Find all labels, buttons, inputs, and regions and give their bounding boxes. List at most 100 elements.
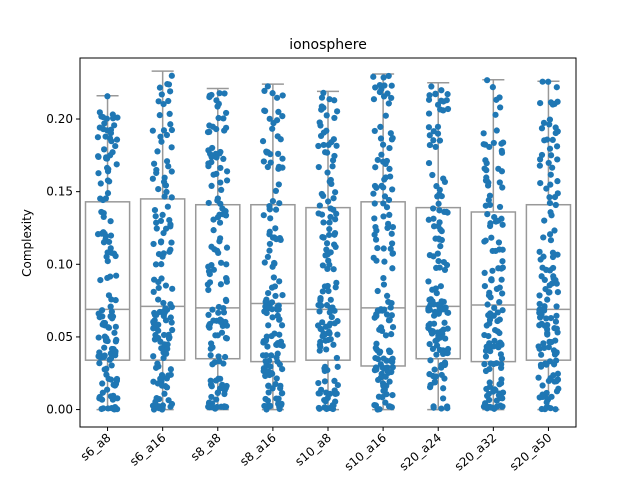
data-point	[382, 373, 389, 380]
data-point	[161, 390, 168, 397]
data-point	[545, 377, 552, 385]
data-point	[487, 220, 494, 227]
data-point	[267, 363, 274, 370]
data-point	[434, 329, 441, 336]
data-point	[498, 355, 506, 362]
data-point	[314, 322, 322, 329]
data-point	[276, 316, 283, 323]
data-point	[160, 127, 168, 134]
data-point	[551, 227, 558, 234]
data-point	[279, 366, 286, 373]
data-point	[100, 319, 107, 327]
data-point	[431, 378, 438, 385]
data-point	[484, 77, 491, 84]
data-point	[259, 352, 267, 359]
data-point	[323, 240, 331, 247]
data-point	[158, 261, 165, 268]
data-point	[261, 87, 268, 94]
data-point	[370, 96, 378, 103]
data-point	[373, 366, 380, 373]
data-point	[546, 194, 553, 201]
data-point	[549, 249, 557, 256]
data-point	[167, 88, 174, 95]
data-point	[316, 308, 323, 315]
x-axis: s6_a8 s6_a16 s8_a8 s8_a16 s10_a8 s10_a16 s20_a…	[78, 427, 554, 474]
data-point	[327, 336, 334, 343]
data-point	[536, 156, 544, 163]
data-point	[495, 265, 502, 272]
data-point	[496, 284, 503, 291]
data-point	[263, 148, 270, 155]
data-point	[330, 136, 337, 143]
data-point	[378, 86, 385, 93]
data-point	[104, 190, 112, 197]
data-point	[159, 308, 166, 316]
data-point	[488, 404, 495, 411]
data-point	[160, 331, 168, 339]
data-point	[372, 223, 379, 231]
data-point	[494, 309, 501, 316]
data-point	[333, 142, 340, 149]
data-point	[430, 403, 437, 410]
data-point	[107, 245, 114, 252]
data-point	[207, 377, 214, 384]
data-point	[261, 107, 268, 114]
data-point	[213, 170, 220, 177]
data-point	[215, 100, 222, 107]
data-point	[498, 376, 505, 383]
data-point	[388, 312, 395, 319]
data-point	[260, 158, 267, 165]
data-point	[279, 155, 286, 162]
data-point	[371, 215, 378, 222]
data-point	[275, 163, 283, 170]
data-point	[485, 333, 492, 340]
data-point	[482, 157, 489, 164]
data-point	[382, 332, 390, 339]
data-point	[167, 366, 174, 373]
data-point	[269, 198, 276, 205]
data-point	[158, 382, 166, 389]
data-point	[372, 354, 379, 362]
data-point	[425, 110, 433, 117]
data-point	[166, 248, 173, 255]
data-point	[260, 367, 267, 375]
data-point	[438, 405, 445, 412]
data-point	[440, 98, 447, 105]
data-point	[168, 303, 176, 311]
data-point	[223, 109, 230, 117]
data-point	[438, 193, 445, 200]
data-point	[549, 264, 557, 272]
y-tick-label: 0.20	[46, 112, 73, 126]
data-point	[541, 217, 548, 224]
data-point	[389, 186, 396, 193]
data-point	[153, 169, 160, 177]
data-point	[548, 338, 555, 346]
data-point	[221, 390, 228, 398]
data-point	[220, 360, 227, 367]
data-point	[269, 125, 276, 132]
data-point	[334, 318, 341, 325]
data-point	[265, 289, 272, 297]
data-point	[150, 160, 158, 167]
data-point	[165, 97, 172, 105]
data-point	[425, 216, 432, 223]
data-point	[548, 393, 555, 400]
data-point	[221, 127, 228, 134]
data-point	[331, 114, 338, 122]
data-point	[112, 297, 119, 304]
data-point	[371, 182, 379, 190]
data-point	[209, 306, 216, 313]
data-point	[156, 112, 163, 119]
data-point	[536, 345, 543, 352]
data-point	[385, 317, 393, 324]
data-point	[546, 116, 554, 123]
data-point	[386, 165, 393, 173]
data-point	[544, 296, 551, 303]
data-point	[382, 174, 389, 181]
points-s6_a16	[149, 72, 176, 413]
data-point	[484, 211, 491, 218]
data-point	[317, 297, 324, 304]
data-point	[432, 90, 439, 97]
data-point	[380, 274, 387, 282]
data-point	[268, 299, 276, 306]
